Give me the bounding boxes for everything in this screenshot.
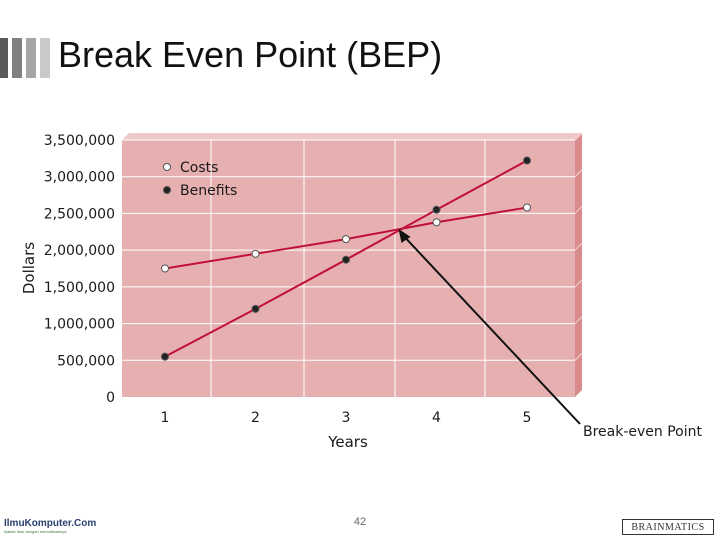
- data-point-benefits: [161, 352, 169, 361]
- ytick-label: 1,000,000: [44, 317, 115, 333]
- x-axis-label: Years: [327, 433, 368, 451]
- data-point-costs: [342, 235, 350, 244]
- data-point-benefits: [523, 156, 531, 165]
- xtick-label: 3: [342, 410, 351, 426]
- ytick-label: 3,000,000: [44, 170, 115, 186]
- ytick-label: 1,500,000: [44, 280, 115, 296]
- accent-bar: [26, 38, 36, 78]
- legend-marker-benefits: [163, 186, 171, 194]
- annotation-label: Break-even Point: [583, 424, 703, 440]
- slide-title: Break Even Point (BEP): [58, 34, 443, 75]
- logo-left-main: IlmuKomputer.Com: [4, 518, 97, 529]
- logo-left-sub: Ikatlah ilmu dengan menuliskannya: [4, 529, 67, 534]
- annotation-arrow-line: [403, 236, 581, 425]
- annotation-arrow-head: [398, 228, 411, 243]
- gridline-side: [574, 316, 583, 324]
- plot-side-panel: [575, 133, 582, 397]
- xtick-label: 5: [523, 410, 532, 426]
- gridline-side: [574, 206, 583, 214]
- xtick-label: 2: [251, 410, 260, 426]
- data-point-costs: [523, 203, 531, 212]
- data-point-benefits: [432, 205, 441, 214]
- gridline-side: [574, 279, 583, 288]
- brainmatics-logo: BRAINMATICS: [622, 519, 714, 535]
- accent-bar: [12, 38, 22, 78]
- data-point-benefits: [342, 255, 350, 264]
- gridline-side: [574, 242, 583, 251]
- accent-bar: [40, 38, 50, 78]
- gridline-side: [574, 169, 583, 178]
- data-point-costs: [432, 218, 441, 227]
- xtick-label: 4: [432, 410, 441, 426]
- xtick-label: 1: [161, 410, 170, 426]
- data-point-costs: [161, 264, 169, 273]
- ytick-label: 2,500,000: [44, 206, 115, 222]
- data-point-costs: [251, 249, 260, 258]
- y-axis-label: Dollars: [20, 242, 38, 294]
- ytick-label: 0: [106, 390, 115, 406]
- data-point-benefits: [251, 304, 260, 313]
- ilmukomputer-logo: IlmuKomputer.Com Ikatlah ilmu dengan men…: [4, 518, 96, 534]
- plot-area: [122, 140, 575, 397]
- ytick-label: 500,000: [57, 353, 115, 369]
- legend-marker-costs: [163, 163, 171, 171]
- ytick-label: 2,000,000: [44, 243, 115, 259]
- legend-label-benefits: Benefits: [180, 183, 237, 199]
- gridline-side: [574, 132, 583, 141]
- accent-bar: [0, 38, 8, 78]
- gridline-side: [574, 352, 583, 361]
- plot-top-panel: [122, 133, 582, 140]
- logo-right-text: BRAINMATICS: [631, 521, 705, 533]
- page-number: 42: [353, 516, 367, 528]
- legend-label-costs: Costs: [180, 160, 218, 176]
- ytick-label: 3,500,000: [44, 133, 115, 149]
